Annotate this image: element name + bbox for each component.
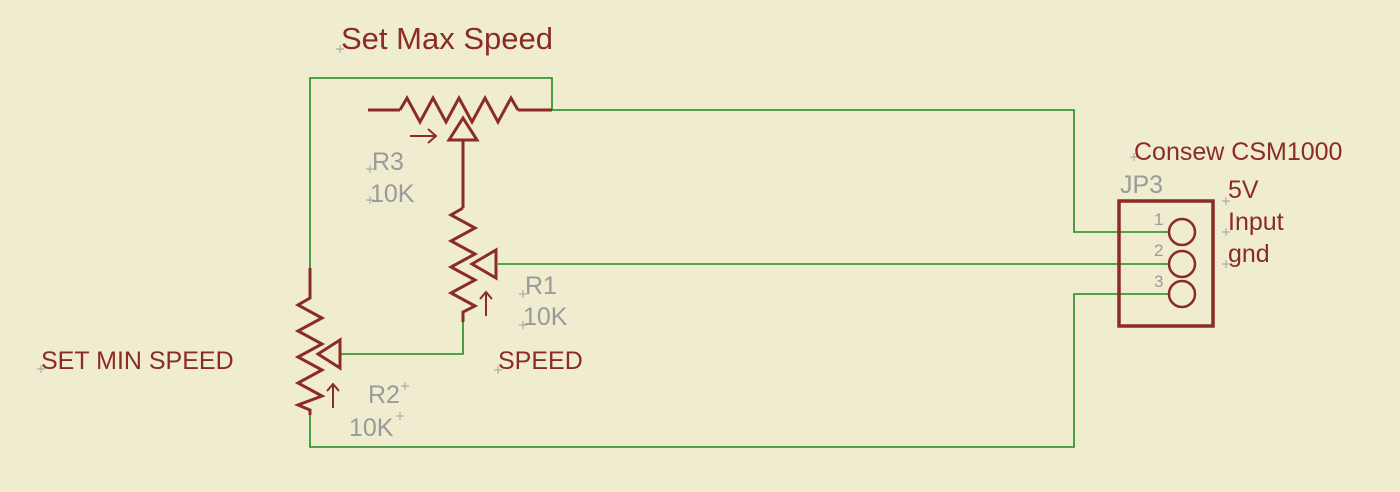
jp3-pin-label-gnd: gnd [1228,240,1270,268]
wires [309,77,1168,448]
r2-name: R2 [368,381,400,409]
potentiometer-r2 [293,268,342,415]
jp3-name: JP3 [1120,171,1163,199]
connector-jp3 [1117,199,1215,328]
r3-name: R3 [372,148,404,176]
potentiometer-r1 [447,206,498,322]
potentiometer-r3 [368,94,552,208]
label-speed: SPEED [498,347,583,375]
jp3-pin-label-input: Input [1228,208,1284,236]
wire-r3-to-pin1 [552,109,1168,233]
wire-r3-left-rail [309,77,553,268]
label-set-min-speed: SET MIN SPEED [41,347,234,375]
jp3-pin-2: 2 [1154,241,1163,260]
jp3-pin-label-5v: 5V [1228,176,1259,204]
r3-value: 10K [370,180,415,208]
wire-ground-to-pin3 [309,293,1168,448]
wire-r2-wiper-to-r1 [340,322,464,355]
jp3-pin-3: 3 [1154,272,1163,291]
label-set-max-speed: Set Max Speed [341,21,553,56]
r2-value: 10K [349,414,394,442]
label-consew: Consew CSM1000 [1134,138,1342,166]
r1-value: 10K [523,303,568,331]
r1-name: R1 [525,272,557,300]
jp3-pin-1: 1 [1154,210,1163,229]
origin-markers [37,45,1230,420]
